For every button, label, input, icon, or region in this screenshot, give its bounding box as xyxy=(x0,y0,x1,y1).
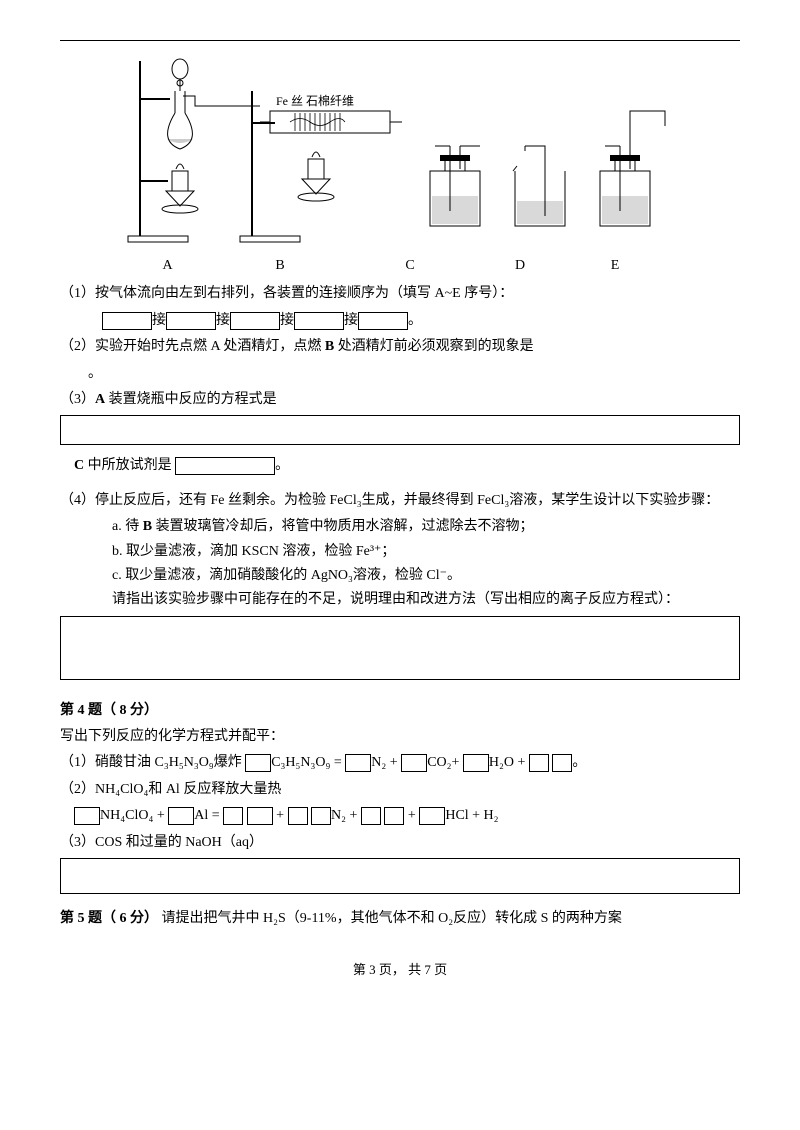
q2-text: （2）实验开始时先点燃 A 处酒精灯，点燃 B 处酒精灯前必须观察到的现象是 xyxy=(60,336,740,358)
q3-answer-box[interactable] xyxy=(60,415,740,445)
q1-blanks: 接接接接。 xyxy=(60,310,740,332)
page-footer: 第 3 页， 共 7 页 xyxy=(60,960,740,981)
blank-box[interactable] xyxy=(529,754,549,772)
section5-title: 第 5 题（ 6 分） xyxy=(60,911,158,926)
blank-box[interactable] xyxy=(74,807,100,825)
q4-answer-box[interactable] xyxy=(60,616,740,680)
q1-text: （1）按气体流向由左到右排列，各装置的连接顺序为（填写 A~E 序号）： xyxy=(60,283,740,305)
blank-box[interactable] xyxy=(419,807,445,825)
q4-intro: （4）停止反应后，还有 Fe 丝剩余。为检验 FeCl₃生成，并最终得到 FeC… xyxy=(60,490,740,512)
blank-box[interactable] xyxy=(288,807,308,825)
q4-b: b. 取少量滤液，滴加 KSCN 溶液，检验 Fe³⁺； xyxy=(60,541,740,563)
blank-box[interactable] xyxy=(552,754,572,772)
blank-box[interactable] xyxy=(175,457,275,475)
section4-answer-box[interactable] xyxy=(60,858,740,894)
q4-a: a. 待 B 装置玻璃管冷却后，将管中物质用水溶解，过滤除去不溶物； xyxy=(60,516,740,538)
q4-note: 请指出该实验步骤中可能存在的不足，说明理由和改进方法（写出相应的离子反应方程式）… xyxy=(60,589,740,611)
blank-box[interactable] xyxy=(358,312,408,330)
apparatus-labels: A B C D E xyxy=(120,255,680,277)
blank-box[interactable] xyxy=(247,807,273,825)
q3-text: （3）A 装置烧瓶中反应的方程式是 xyxy=(60,389,740,411)
blank-box[interactable] xyxy=(245,754,271,772)
horizontal-rule xyxy=(60,40,740,41)
apparatus-diagram: Fe 丝 石棉纤维 xyxy=(60,51,740,251)
blank-box[interactable] xyxy=(384,807,404,825)
q2-end: 。 xyxy=(60,363,740,385)
section4-line2b: NH₄ClO₄ + Al = + N₂ + + HCl + H₂ xyxy=(60,805,740,827)
q3c-text: C 中所放试剂是 。 xyxy=(60,455,740,477)
label-e: E xyxy=(565,255,665,277)
section4-line1: （1）硝酸甘油 C₃H₅N₃O₉爆炸 C₃H₅N₃O₉ = N₂ + CO₂+ … xyxy=(60,752,740,774)
section4-lead: 写出下列反应的化学方程式并配平： xyxy=(60,726,740,748)
blank-box[interactable] xyxy=(311,807,331,825)
label-d: D xyxy=(475,255,565,277)
label-b: B xyxy=(215,255,345,277)
blank-box[interactable] xyxy=(401,754,427,772)
section5: 第 5 题（ 6 分） 请提出把气井中 H₂S（9-11%，其他气体不和 O₂反… xyxy=(60,908,740,930)
section4-title: 第 4 题（ 8 分） xyxy=(60,700,740,722)
blank-box[interactable] xyxy=(345,754,371,772)
blank-box[interactable] xyxy=(102,312,152,330)
blank-box[interactable] xyxy=(168,807,194,825)
section4-line3: （3）COS 和过量的 NaOH（aq） xyxy=(60,832,740,854)
section4-line2: （2）NH₄ClO₄和 Al 反应释放大量热 xyxy=(60,779,740,801)
blank-box[interactable] xyxy=(463,754,489,772)
label-a: A xyxy=(120,255,215,277)
svg-text:Fe 丝 石棉纤维: Fe 丝 石棉纤维 xyxy=(276,94,354,108)
blank-box[interactable] xyxy=(361,807,381,825)
blank-box[interactable] xyxy=(223,807,243,825)
blank-box[interactable] xyxy=(294,312,344,330)
q4-c: c. 取少量滤液，滴加硝酸酸化的 AgNO₃溶液，检验 Cl⁻。 xyxy=(60,565,740,587)
label-c: C xyxy=(345,255,475,277)
blank-box[interactable] xyxy=(230,312,280,330)
blank-box[interactable] xyxy=(166,312,216,330)
